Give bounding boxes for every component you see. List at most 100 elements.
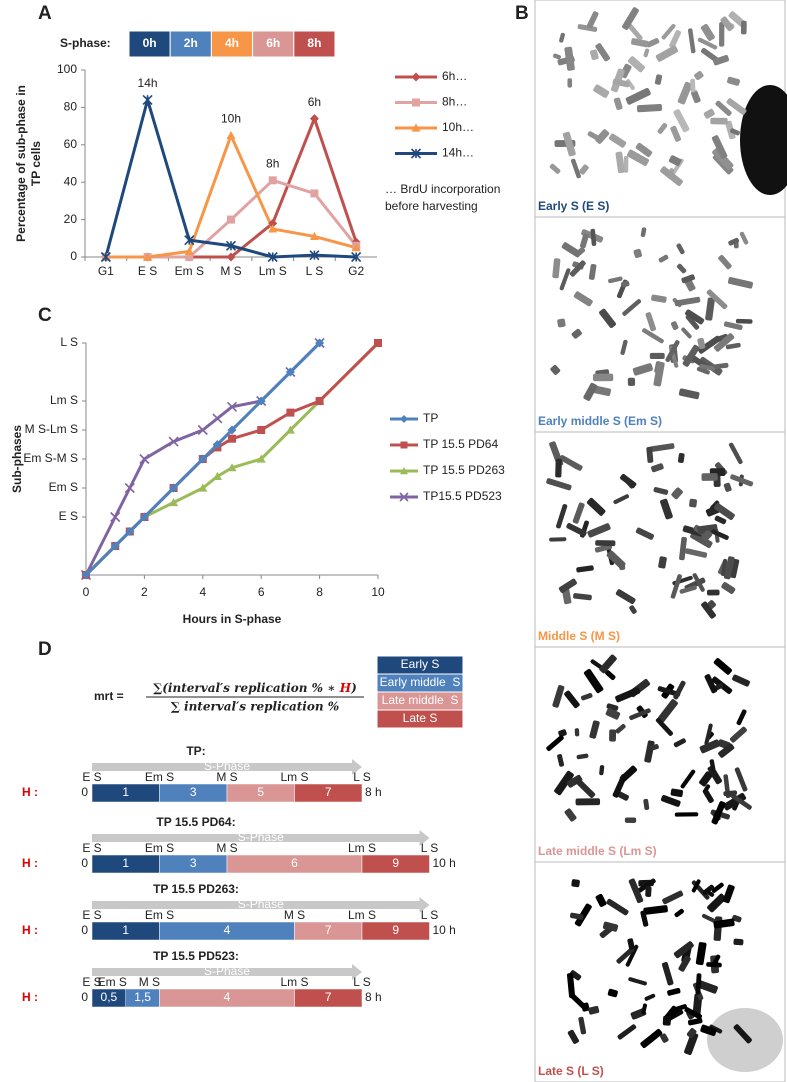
chromosome [567,1029,579,1044]
marker-shape [309,114,319,124]
marker [309,250,320,261]
chromosome [736,709,747,726]
chromosome [612,78,630,88]
chromosome [574,903,592,927]
marker [411,72,421,82]
marker-shape [226,252,236,262]
chromosome [685,314,700,330]
series-line [84,341,380,577]
chromosome [723,556,735,580]
chromosome [669,30,682,49]
phase-key-text: Early middle S [380,675,461,689]
chromosome [673,109,690,133]
chromosome [695,973,702,995]
chromosome [661,962,674,986]
phase-marker: Em S [98,975,127,989]
chromosome [644,993,656,1001]
chromosome [674,812,699,817]
marker [285,367,295,377]
marker [315,338,325,348]
marker-shape [81,570,91,580]
marker-shape [212,440,222,449]
chromosome [677,453,685,464]
peak-label: 6h [308,95,321,109]
segment [361,921,430,941]
chromosome [690,531,713,549]
chromosome [699,739,721,754]
marker [168,436,179,447]
chromosome [733,938,744,946]
chromosome [670,125,682,142]
x-tick-label: L S [306,264,324,278]
chromosome [645,886,652,897]
phase-marker: M S [139,975,160,989]
chromosome [739,231,749,245]
h-label: H : [22,785,38,799]
marker-shape [139,453,150,465]
chromosome [627,938,635,950]
marker [110,511,121,523]
chromosome [655,717,674,736]
key-box [293,30,336,58]
chromosome [723,790,738,797]
chromosome [727,277,754,289]
chromosome [661,23,676,40]
chromosome [571,158,581,179]
phase-marker: L S [353,975,371,989]
chromosome [595,129,610,144]
chromosome [714,515,727,525]
chromosome [646,446,654,463]
key-text: 4h [225,36,239,50]
chromosome [643,48,650,58]
chromosome [622,7,639,30]
chromosome [627,377,636,386]
chromosome [567,78,573,88]
chromosome [691,879,701,893]
chromosome [651,463,664,473]
chromosome [633,248,642,258]
marker-shape [310,189,319,198]
micrograph-caption: Middle S (M S) [538,629,620,643]
segment-label: 4 [224,990,231,1004]
legend-label: TP15.5 PD523 [423,489,502,503]
chromosome [668,155,682,166]
chromosome [586,11,599,29]
marker [169,498,179,507]
segment [361,854,430,874]
micrograph [566,878,783,1072]
chromosome [569,970,582,981]
chromosome [643,798,650,811]
marker-shape [411,123,421,132]
segment-label: 3 [190,856,197,870]
phase-marker: Em S [145,770,174,784]
chromosome [703,108,715,119]
chromosome [632,363,653,376]
timeline-title: TP: [186,744,205,758]
marker-shape [227,463,237,472]
panel-label: C [38,305,52,326]
chromosome [697,37,718,50]
x-tick-label: 2 [141,585,148,599]
marker [400,415,408,423]
marker-shape [227,425,237,435]
chromosome [552,685,565,708]
marker-shape [351,251,362,263]
chromosome [734,767,748,792]
chromosome [723,792,747,811]
marker [256,454,266,463]
chromosome [721,582,736,594]
segment [294,783,363,803]
formula-part: ) [350,681,357,695]
chromosome [658,556,667,569]
chromosome [690,78,696,93]
chromosome [627,149,649,166]
chromosome [660,498,673,520]
chromosome [735,318,753,324]
marker [142,94,153,105]
chromosome [654,74,663,85]
chromosome [729,792,752,810]
end-label: 10 h [433,856,456,870]
marker [226,252,236,262]
chromosome [588,263,597,280]
chromosome [658,254,669,263]
